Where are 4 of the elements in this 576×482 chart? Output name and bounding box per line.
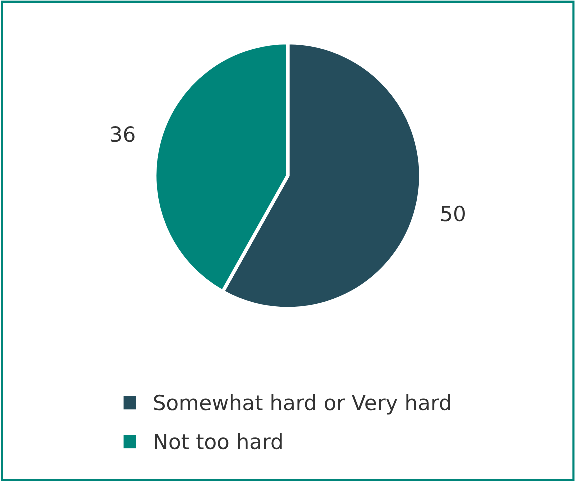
data-label: 36	[111, 126, 135, 142]
data-label: 50	[441, 206, 465, 222]
legend-label: Not too hard	[155, 433, 282, 450]
legend-label: Somewhat hard or Very hard	[154, 394, 450, 415]
